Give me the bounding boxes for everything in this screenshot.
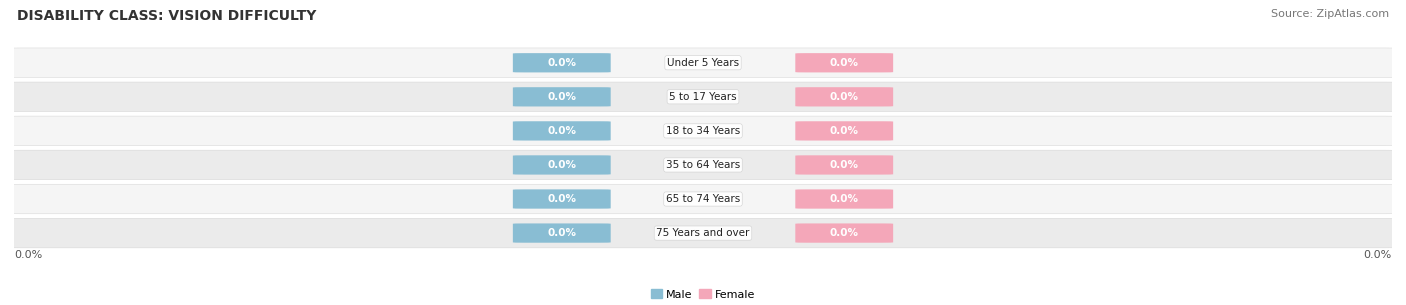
FancyBboxPatch shape xyxy=(796,121,893,141)
Text: 0.0%: 0.0% xyxy=(830,228,859,238)
Text: Under 5 Years: Under 5 Years xyxy=(666,58,740,68)
Text: 0.0%: 0.0% xyxy=(547,58,576,68)
Text: 5 to 17 Years: 5 to 17 Years xyxy=(669,92,737,102)
Text: 0.0%: 0.0% xyxy=(830,194,859,204)
Text: 0.0%: 0.0% xyxy=(547,194,576,204)
Text: 0.0%: 0.0% xyxy=(14,250,42,260)
FancyBboxPatch shape xyxy=(513,189,610,209)
Text: 18 to 34 Years: 18 to 34 Years xyxy=(666,126,740,136)
Text: Source: ZipAtlas.com: Source: ZipAtlas.com xyxy=(1271,9,1389,19)
FancyBboxPatch shape xyxy=(796,53,893,72)
Text: 0.0%: 0.0% xyxy=(830,160,859,170)
FancyBboxPatch shape xyxy=(796,155,893,174)
FancyBboxPatch shape xyxy=(513,87,610,106)
FancyBboxPatch shape xyxy=(7,218,1399,248)
Text: 0.0%: 0.0% xyxy=(547,160,576,170)
Text: 0.0%: 0.0% xyxy=(1364,250,1392,260)
Text: 0.0%: 0.0% xyxy=(547,92,576,102)
Text: 0.0%: 0.0% xyxy=(547,126,576,136)
FancyBboxPatch shape xyxy=(7,48,1399,77)
Legend: Male, Female: Male, Female xyxy=(648,287,758,302)
FancyBboxPatch shape xyxy=(513,53,610,72)
FancyBboxPatch shape xyxy=(796,87,893,106)
Text: 35 to 64 Years: 35 to 64 Years xyxy=(666,160,740,170)
FancyBboxPatch shape xyxy=(513,155,610,174)
FancyBboxPatch shape xyxy=(7,150,1399,180)
FancyBboxPatch shape xyxy=(7,116,1399,146)
Text: 0.0%: 0.0% xyxy=(830,92,859,102)
FancyBboxPatch shape xyxy=(513,224,610,243)
FancyBboxPatch shape xyxy=(7,184,1399,214)
Text: DISABILITY CLASS: VISION DIFFICULTY: DISABILITY CLASS: VISION DIFFICULTY xyxy=(17,9,316,23)
Text: 0.0%: 0.0% xyxy=(830,58,859,68)
FancyBboxPatch shape xyxy=(796,189,893,209)
Text: 75 Years and over: 75 Years and over xyxy=(657,228,749,238)
FancyBboxPatch shape xyxy=(513,121,610,141)
FancyBboxPatch shape xyxy=(7,82,1399,112)
FancyBboxPatch shape xyxy=(796,224,893,243)
Text: 0.0%: 0.0% xyxy=(547,228,576,238)
Text: 0.0%: 0.0% xyxy=(830,126,859,136)
Text: 65 to 74 Years: 65 to 74 Years xyxy=(666,194,740,204)
